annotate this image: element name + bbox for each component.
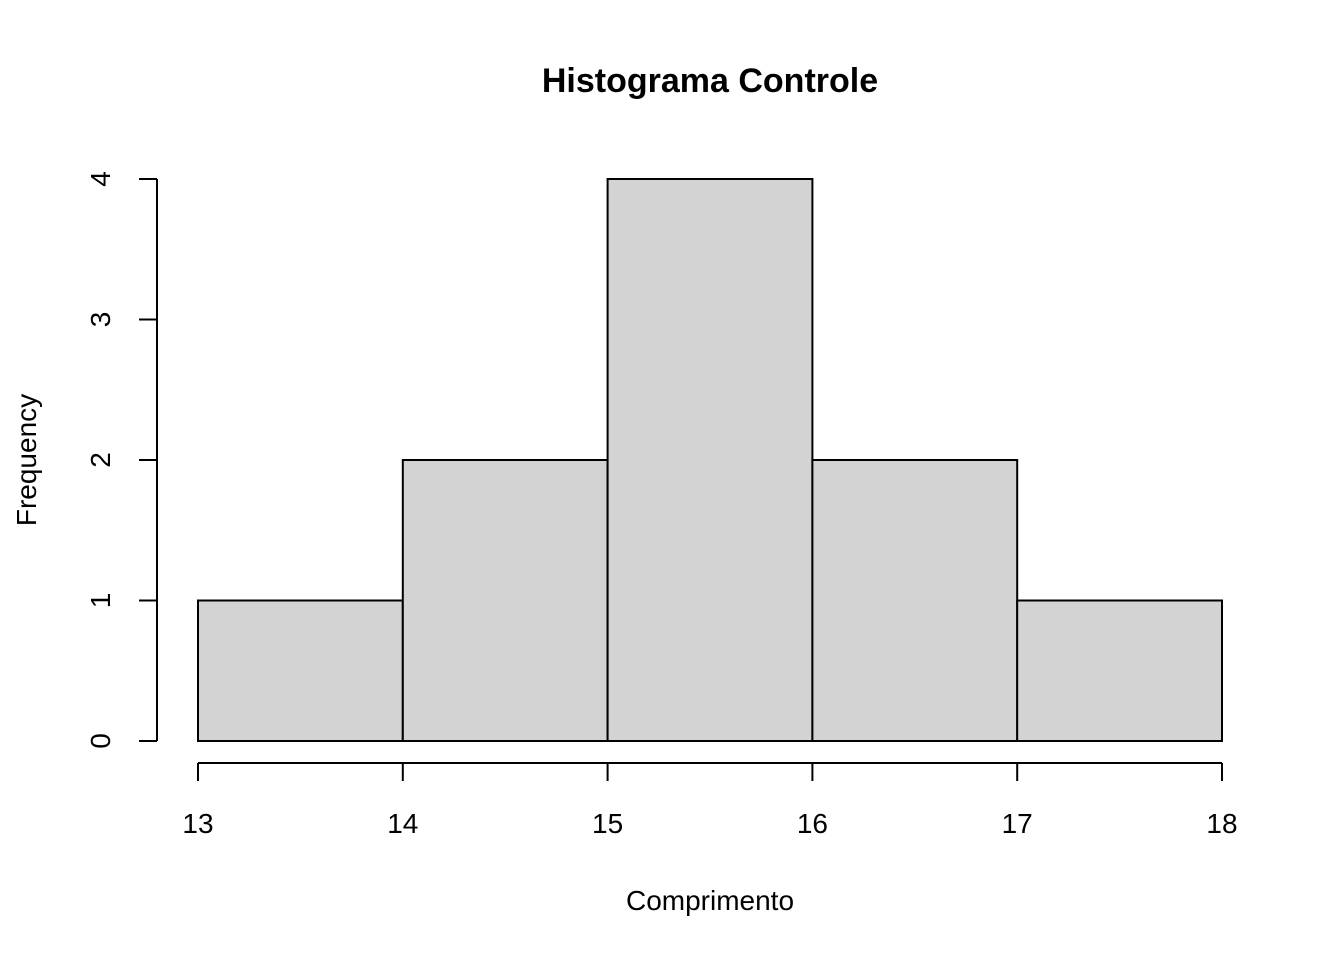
bars-group [197, 178, 1224, 742]
chart-title: Histograma Controle [542, 62, 878, 100]
histogram-bar-15-16 [606, 178, 814, 742]
y-tick-label-0: 0 [85, 733, 116, 749]
y-tick-label-2: 2 [85, 452, 116, 468]
y-tick-label-1: 1 [85, 593, 116, 609]
histogram-bar-14-15 [401, 459, 609, 742]
x-tick-label-17: 17 [1002, 808, 1033, 839]
histogram-bar-16-17 [811, 459, 1019, 742]
x-tick-label-16: 16 [797, 808, 828, 839]
y-axis-label: Frequency [11, 394, 42, 526]
y-tick-label-3: 3 [85, 312, 116, 328]
x-tick-label-14: 14 [387, 808, 418, 839]
histogram-bar-13-14 [197, 599, 404, 742]
x-tick-label-15: 15 [592, 808, 623, 839]
x-axis-label: Comprimento [626, 885, 794, 916]
x-tick-label-13: 13 [182, 808, 213, 839]
y-axis: 0 1 2 3 4 [85, 171, 158, 749]
x-axis: 13 14 15 16 17 18 [182, 762, 1238, 839]
histogram-bar-17-18 [1016, 599, 1224, 742]
x-tick-label-18: 18 [1206, 808, 1237, 839]
y-tick-label-4: 4 [85, 171, 116, 187]
